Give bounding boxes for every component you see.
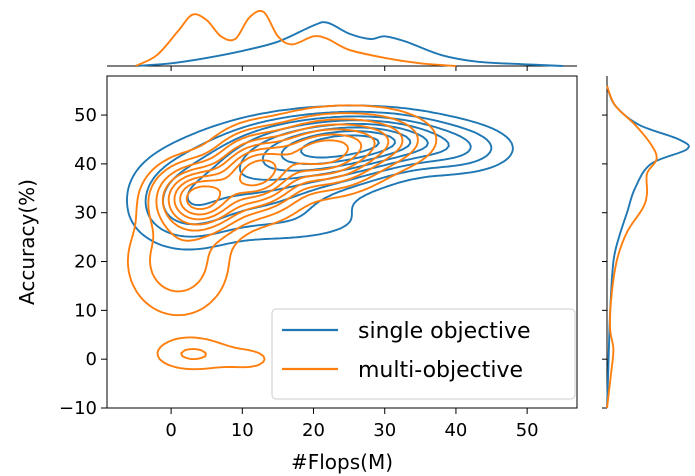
y-marginal-curve: [606, 85, 690, 409]
x-tick-label: 50: [516, 420, 539, 441]
y-axis-label: Accuracy(%): [15, 179, 39, 305]
legend-label-multi-objective: multi-objective: [358, 358, 523, 383]
x-marginal-plot: [107, 9, 577, 71]
y-axis-ticks: −10 0 10 20 30 40 50: [59, 105, 107, 419]
x-axis-ticks: 0 10 20 30 40 50: [165, 408, 539, 441]
contour-line: [173, 133, 363, 221]
x-tick-label: 10: [231, 420, 254, 441]
x-axis-label: #Flops(M): [291, 450, 393, 474]
legend-label-single-objective: single objective: [358, 319, 531, 344]
legend-box: [271, 308, 576, 400]
x-tick-label: 20: [302, 420, 325, 441]
y-tick-label: 10: [74, 300, 97, 321]
contour-line: [147, 112, 419, 361]
y-tick-label: 50: [74, 105, 97, 126]
y-marginal-curve: [606, 85, 658, 409]
contour-line: [126, 104, 438, 371]
contour-group: [126, 104, 438, 371]
contour-layer: [126, 104, 514, 371]
x-marginal-curve: [135, 9, 456, 67]
x-marginal-curve: [135, 21, 563, 67]
contour-line: [161, 123, 390, 232]
y-marginal-plot: [602, 76, 690, 409]
y-tick-label: 40: [74, 154, 97, 175]
y-tick-label: 30: [74, 203, 97, 224]
main-plot-area: 0 10 20 30 40 50 −10 0 10 20 30 40 50: [59, 75, 578, 441]
legend: single objective multi-objective: [271, 308, 576, 400]
plot-frame: [106, 75, 578, 409]
contour-line: [167, 128, 376, 226]
y-tick-label: −10: [59, 398, 97, 419]
x-tick-label: 30: [373, 420, 396, 441]
y-tick-label: 0: [86, 349, 97, 370]
contour-line: [179, 139, 349, 216]
contour-line: [155, 118, 404, 242]
x-tick-label: 0: [165, 420, 176, 441]
contour-line: [185, 159, 277, 211]
contour-line: [126, 104, 514, 251]
x-tick-label: 40: [444, 420, 467, 441]
y-tick-label: 20: [74, 252, 97, 273]
